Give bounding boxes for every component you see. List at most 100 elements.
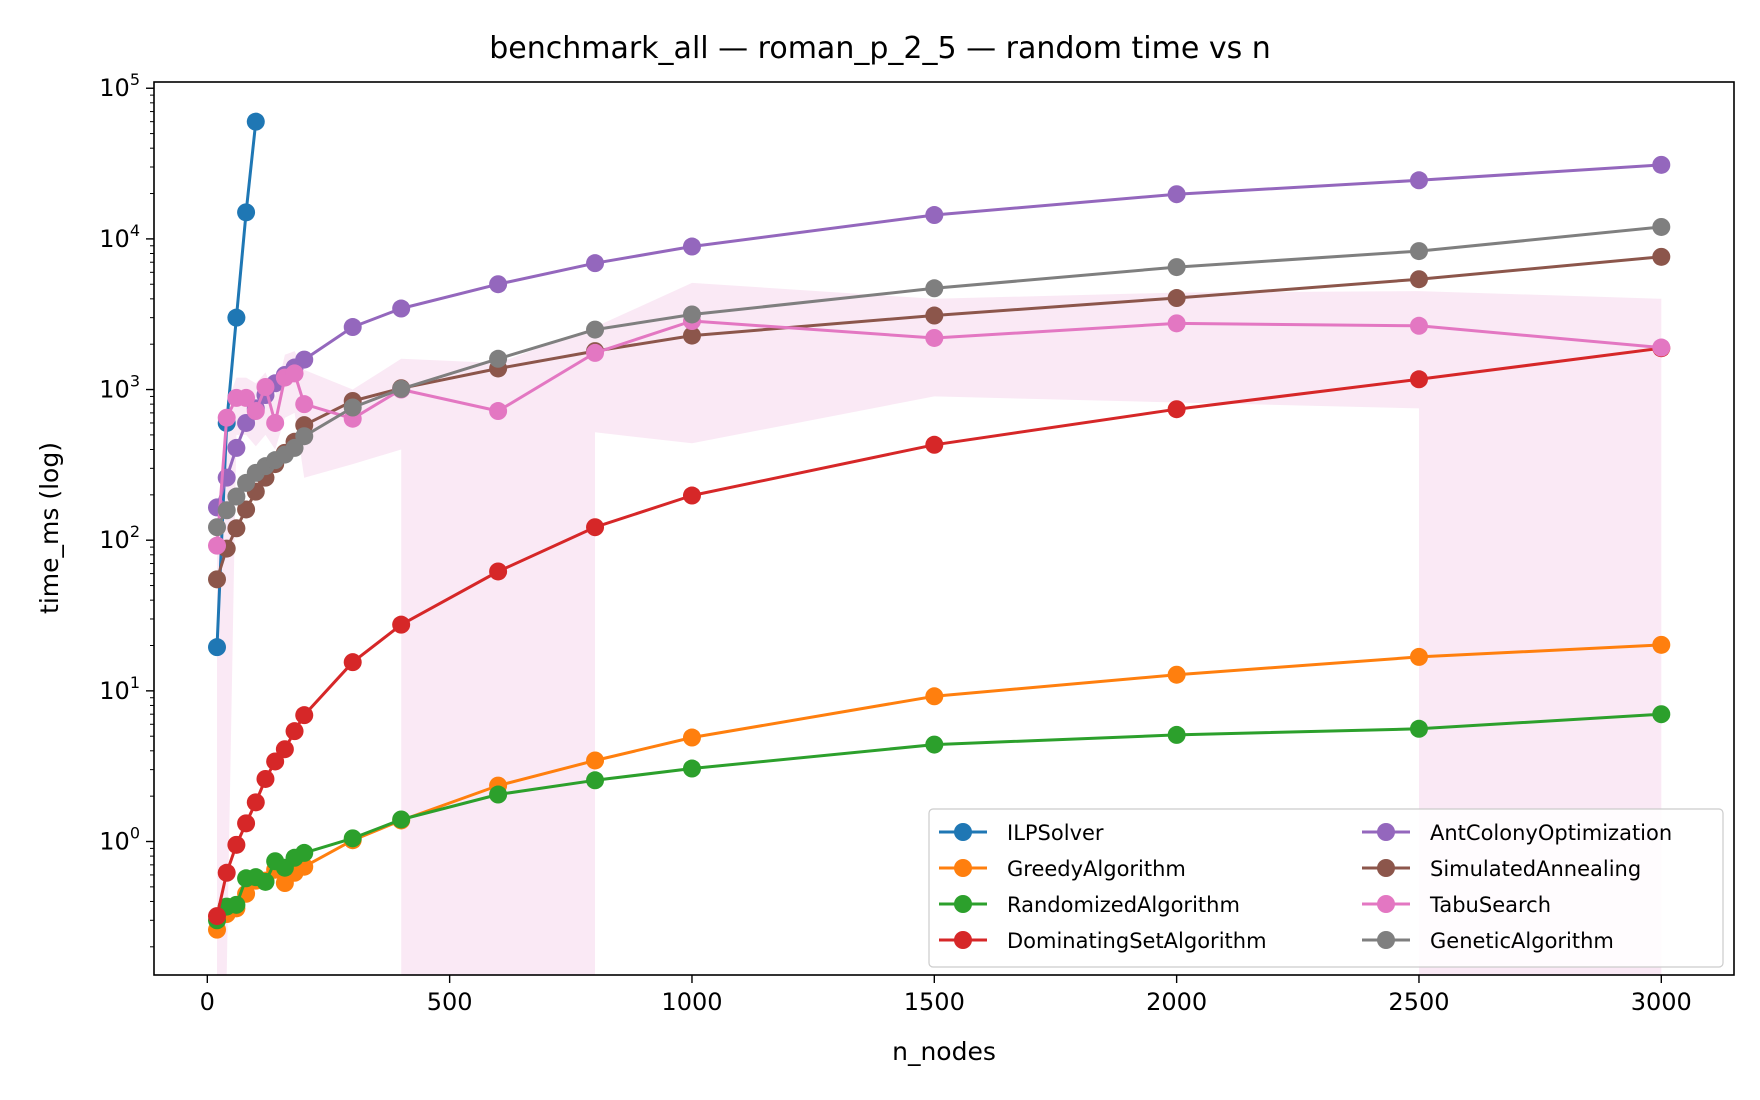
y-tick-label: 103 xyxy=(99,372,140,404)
data-point xyxy=(237,388,256,407)
data-point xyxy=(1409,270,1428,289)
legend-item-randomizedalgorithm: RandomizedAlgorithm xyxy=(939,893,1240,917)
data-point xyxy=(227,519,246,538)
data-point xyxy=(227,308,246,327)
data-point xyxy=(295,427,314,446)
legend-marker xyxy=(1377,823,1395,841)
data-point xyxy=(285,364,304,383)
data-point xyxy=(1167,258,1186,277)
legend-label: TabuSearch xyxy=(1429,893,1551,917)
data-point xyxy=(343,829,362,848)
data-point xyxy=(1409,647,1428,666)
data-point xyxy=(1167,289,1186,308)
data-point xyxy=(1652,635,1671,654)
y-tick-label: 105 xyxy=(99,70,140,102)
y-tick-label: 102 xyxy=(99,522,140,554)
data-point xyxy=(1167,185,1186,204)
data-point xyxy=(682,305,701,324)
data-point xyxy=(208,570,227,589)
data-point xyxy=(1652,247,1671,266)
data-point xyxy=(1409,316,1428,335)
legend-item-geneticalgorithm: GeneticAlgorithm xyxy=(1362,929,1614,953)
data-point xyxy=(682,728,701,747)
data-point xyxy=(586,518,605,537)
legend: ILPSolver GreedyAlgorithm RandomizedAlgori… xyxy=(928,808,1724,968)
series-ilpsolver xyxy=(208,112,265,657)
data-point xyxy=(489,349,508,368)
data-point xyxy=(227,835,246,854)
legend-item-simulatedannealing: SimulatedAnnealing xyxy=(1362,857,1641,881)
data-point xyxy=(1409,171,1428,190)
data-point xyxy=(489,275,508,294)
data-point xyxy=(208,536,227,555)
data-point xyxy=(237,203,256,222)
data-point xyxy=(1652,338,1671,357)
data-point xyxy=(1409,242,1428,261)
x-tick-label: 2500 xyxy=(1388,988,1449,1016)
data-point xyxy=(266,413,285,432)
data-point xyxy=(208,907,227,926)
data-point xyxy=(925,687,944,706)
legend-label: ILPSolver xyxy=(1007,821,1104,845)
legend-label: DominatingSetAlgorithm xyxy=(1007,929,1267,953)
data-point xyxy=(1167,314,1186,333)
y-axis: 100 101 102 103 104 105 xyxy=(99,70,154,948)
legend-item-antcolonyoptimization: AntColonyOptimization xyxy=(1362,821,1672,845)
data-point xyxy=(489,402,508,421)
data-point xyxy=(586,254,605,273)
data-point xyxy=(275,740,294,759)
data-point xyxy=(682,486,701,505)
legend-label: SimulatedAnnealing xyxy=(1430,857,1641,881)
chart-title: benchmark_all — roman_p_2_5 — random tim… xyxy=(489,31,1271,66)
data-point xyxy=(227,487,246,506)
data-point xyxy=(489,785,508,804)
data-point xyxy=(489,562,508,581)
legend-item-dominatingsetalgorithm: DominatingSetAlgorithm xyxy=(939,929,1267,953)
data-point xyxy=(586,751,605,770)
legend-marker xyxy=(1377,931,1395,949)
data-point xyxy=(295,395,314,414)
data-point xyxy=(682,237,701,256)
data-point xyxy=(925,435,944,454)
data-point xyxy=(208,638,227,657)
data-point xyxy=(343,653,362,672)
data-point xyxy=(237,413,256,432)
data-point xyxy=(227,438,246,457)
data-point xyxy=(1409,719,1428,738)
legend-label: GreedyAlgorithm xyxy=(1007,857,1186,881)
data-point xyxy=(256,769,275,788)
confidence-bands xyxy=(217,282,1662,975)
data-point xyxy=(925,328,944,347)
data-point xyxy=(208,518,227,537)
data-point xyxy=(237,500,256,519)
legend-marker xyxy=(954,931,972,949)
legend-label: AntColonyOptimization xyxy=(1430,821,1672,845)
data-point xyxy=(217,863,236,882)
data-point xyxy=(266,752,285,771)
x-tick-label: 3000 xyxy=(1631,988,1692,1016)
data-point xyxy=(392,615,411,634)
data-point xyxy=(217,501,236,520)
y-tick-label: 100 xyxy=(99,824,140,856)
data-point xyxy=(237,814,256,833)
data-point xyxy=(392,810,411,829)
data-point xyxy=(1167,400,1186,419)
legend-item-ilpsolver: ILPSolver xyxy=(939,821,1104,845)
data-point xyxy=(586,343,605,362)
data-point xyxy=(246,402,265,421)
band-tabusearch xyxy=(217,282,1662,975)
data-point xyxy=(1167,725,1186,744)
x-tick-label: 1500 xyxy=(904,988,965,1016)
data-point xyxy=(1652,705,1671,724)
legend-marker xyxy=(1377,859,1395,877)
data-point xyxy=(1409,370,1428,389)
data-point xyxy=(227,895,246,914)
legend-item-tabusearch: TabuSearch xyxy=(1362,893,1551,917)
data-point xyxy=(295,706,314,725)
data-point xyxy=(682,759,701,778)
legend-marker xyxy=(1377,895,1395,913)
legend-label: RandomizedAlgorithm xyxy=(1007,893,1240,917)
data-point xyxy=(925,735,944,754)
data-point xyxy=(392,379,411,398)
